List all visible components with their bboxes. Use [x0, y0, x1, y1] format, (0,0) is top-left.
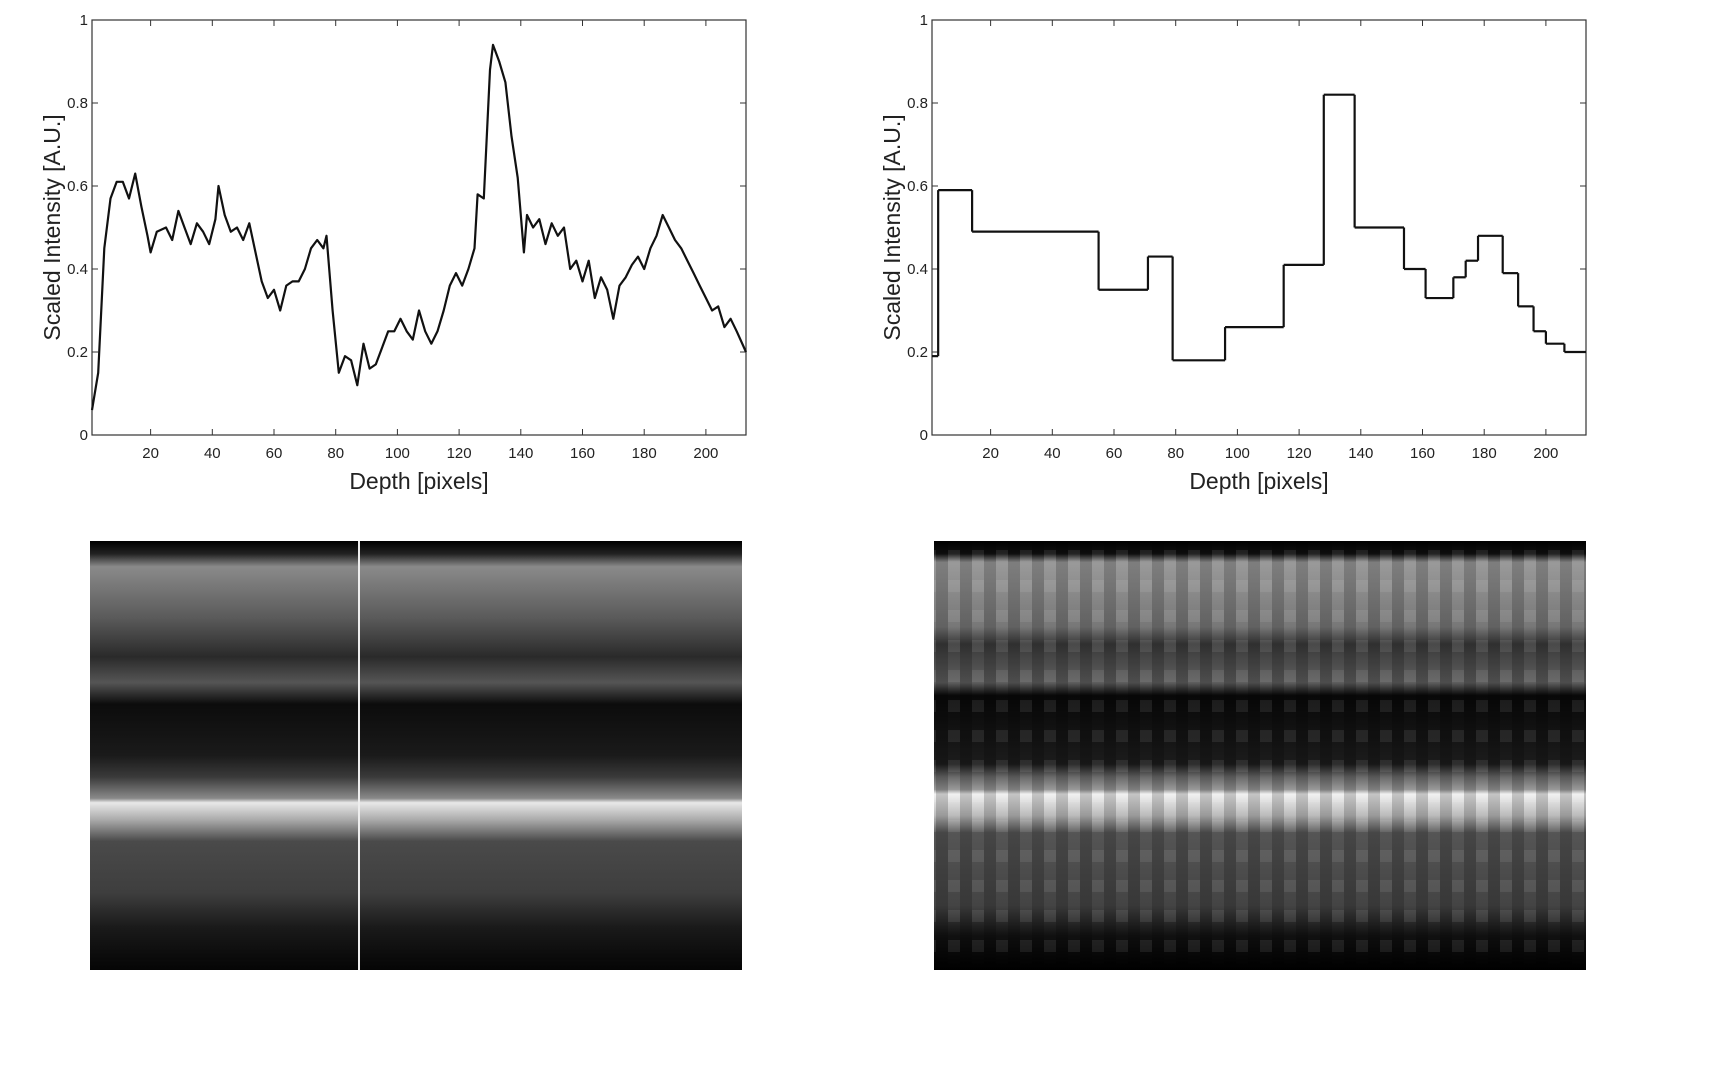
x-tick-label: 120 [1287, 445, 1312, 462]
x-axis-label: Depth [pixels] [349, 468, 488, 494]
y-tick-label: 1 [920, 12, 928, 29]
x-tick-label: 120 [447, 445, 472, 462]
intensity-line [90, 43, 748, 411]
x-tick-label: 20 [142, 445, 159, 462]
x-tick-label: 80 [1167, 445, 1184, 462]
x-tick-label: 100 [1225, 445, 1250, 462]
x-tick-label: 160 [570, 445, 595, 462]
ultrasound-image [90, 541, 742, 970]
y-tick-label: 0.4 [67, 261, 88, 278]
x-tick-label: 140 [508, 445, 533, 462]
y-tick-label: 1 [80, 12, 88, 29]
y-tick-label: 0 [920, 427, 928, 444]
x-tick-label: 180 [1472, 445, 1497, 462]
x-tick-label: 40 [1044, 445, 1061, 462]
y-tick-label: 0 [80, 427, 88, 444]
x-tick-label: 60 [266, 445, 283, 462]
x-tick-label: 100 [385, 445, 410, 462]
plot-frame [91, 19, 747, 436]
x-tick-label: 200 [693, 445, 718, 462]
y-tick-label: 0.6 [67, 178, 88, 195]
x-tick-label: 140 [1348, 445, 1373, 462]
y-tick-label: 0.8 [907, 95, 928, 112]
x-tick-label: 80 [327, 445, 344, 462]
y-tick-label: 0.8 [67, 95, 88, 112]
y-axis-label: Scaled Intensity [A.U.] [879, 114, 905, 340]
x-tick-label: 200 [1533, 445, 1558, 462]
x-tick-label: 160 [1410, 445, 1435, 462]
x-tick-label: 60 [1106, 445, 1123, 462]
y-tick-label: 0.6 [907, 178, 928, 195]
y-tick-label: 0.4 [907, 261, 928, 278]
x-tick-label: 180 [632, 445, 657, 462]
plot-frame [931, 19, 1587, 436]
y-tick-label: 0.2 [907, 344, 928, 361]
y-tick-label: 0.2 [67, 344, 88, 361]
x-tick-label: 40 [204, 445, 221, 462]
x-axis-label: Depth [pixels] [1189, 468, 1328, 494]
y-axis-label: Scaled Intensity [A.U.] [39, 114, 65, 340]
x-tick-label: 20 [982, 445, 999, 462]
segmented-texture [934, 541, 1586, 970]
